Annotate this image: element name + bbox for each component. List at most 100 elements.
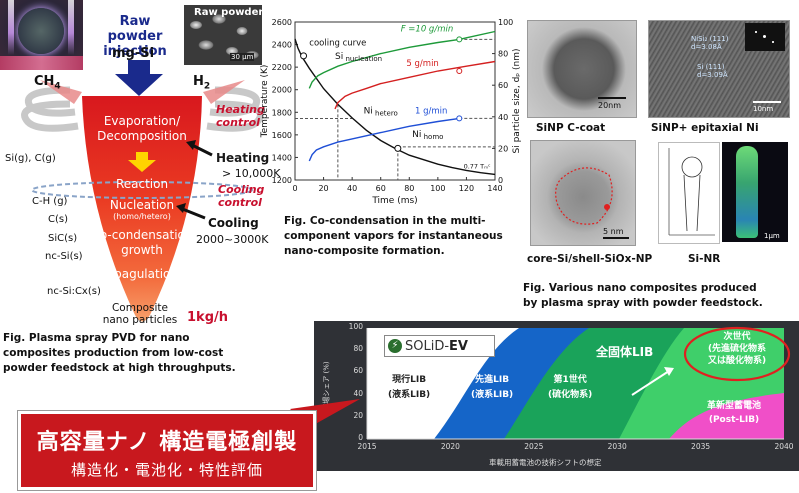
- x-tick-label: 2015: [357, 442, 377, 451]
- cooling-temp-label: 2000~3000K: [196, 233, 269, 246]
- all-solid-lib-label: 全固体LIB: [596, 345, 654, 359]
- y-tick-label: 100: [348, 322, 363, 331]
- tem-label: SiNP+ epitaxial Ni: [651, 122, 759, 134]
- x-tick-label: 40: [347, 184, 357, 193]
- title-banner: 高容量ナノ 構造電極創製 構造化・電池化・特性評価: [17, 410, 317, 491]
- nucleation-marker: [300, 52, 308, 60]
- region-label-advanced-lib: 先進LIB (液系LIB): [471, 375, 514, 400]
- species-label: nc-Si:Cx(s): [47, 286, 101, 297]
- tem-label: SiNP C-coat: [536, 122, 606, 134]
- h2-label: H2: [193, 74, 211, 92]
- region-label-gen1: 第1世代 (硫化物系): [548, 375, 593, 400]
- tem-label: core-Si/shell-SiOx-NP: [527, 253, 653, 265]
- scale-bar-label: 10nm: [753, 105, 774, 113]
- y2-tick-label: 0: [498, 176, 503, 185]
- lattice-label-nisi2: NiSi₂ (111) d=3.08Å: [691, 35, 729, 51]
- y-tick-label: 2600: [272, 18, 292, 27]
- y2-tick-label: 20: [498, 144, 508, 153]
- x-tick-label: 2020: [440, 442, 460, 451]
- tem-image-si-nr-map: 1μm: [722, 142, 788, 242]
- stage-evaporation: Evaporation/ Decomposition: [97, 114, 187, 143]
- y-tick-label: 80: [353, 344, 363, 354]
- region-label-post-lib: 革新型蓄電池 (Post-LIB): [706, 401, 761, 425]
- tem-image-sinp-ni: NiSi₂ (111) d=3.08Å Si (111) d=3.09Å 10n…: [648, 20, 790, 118]
- injection-arrow: [115, 60, 163, 96]
- x-tick-label: 2035: [691, 442, 711, 451]
- x-tick-label: 20: [318, 184, 328, 193]
- injection-title: Raw powder injection: [103, 14, 167, 59]
- y-tick-label: 2200: [272, 63, 292, 72]
- plasma-cone: [82, 96, 202, 322]
- x-tick-label: 2040: [774, 442, 794, 451]
- right-caption: Fig. Various nano composites produced by…: [523, 282, 763, 309]
- end-marker: [456, 67, 463, 74]
- y-tick-label: 0: [358, 433, 363, 442]
- heating-label: Heating: [216, 151, 270, 165]
- torch-coils: [21, 86, 264, 132]
- y-tick-label: 20: [353, 410, 363, 420]
- market-share-chart: ⚡ SOLiD-EV 市場シェア (%) 0 20 40 60 80 100 2015 20…: [314, 321, 799, 471]
- throughput-label: 1kg/h: [187, 310, 228, 325]
- homo-marker: [394, 144, 402, 152]
- species-label: C(s): [48, 214, 68, 225]
- scale-bar-label: 30 µm: [230, 53, 255, 61]
- x-axis-label: Time (ms): [371, 196, 417, 206]
- market-share-plot: [366, 326, 791, 440]
- cooling-arrow: [179, 206, 206, 220]
- bolt-icon: ⚡: [388, 339, 402, 353]
- stage-composite: Composite nano particles: [102, 302, 178, 326]
- si-nucleation-label: Si nucleation: [335, 52, 382, 63]
- scale-bar-label: 1μm: [764, 232, 780, 240]
- stage-nucleation-sub: (homo/hetero): [113, 212, 171, 221]
- plasma-torch-photo: [0, 0, 83, 70]
- cooling-control-label: Cooling control: [218, 183, 265, 209]
- tc-label: 0.77 Tₘᶜ: [464, 163, 491, 171]
- y-tick-label: 2000: [272, 86, 292, 95]
- tem-image-core-shell: 5 nm: [530, 140, 636, 246]
- x-tick-label: 120: [459, 184, 474, 193]
- x-tick-label: 0: [292, 184, 297, 193]
- f1-label: 1 g/min: [415, 107, 447, 117]
- banner-main-title: 高容量ナノ 構造電極創製: [36, 430, 298, 455]
- stage-reaction: Reaction: [115, 177, 169, 191]
- scale-bar-label: 20nm: [598, 101, 622, 110]
- tem-image-si-nr-diagram: [658, 142, 720, 244]
- solid-ev-logo: ⚡ SOLiD-EV: [384, 335, 495, 357]
- ch4-label: CH4: [34, 74, 61, 92]
- y-tick-label: 1200: [272, 176, 292, 185]
- series-line: [308, 117, 460, 162]
- ni-homo-label: Ni homo: [412, 130, 443, 141]
- y2-tick-label: 40: [498, 113, 508, 122]
- x-axis-label: 車載用蓄電池の技術シフトの想定: [489, 458, 602, 467]
- raw-powder-photo: Raw powder 30 µm: [184, 5, 263, 65]
- x-tick-label: 60: [376, 184, 386, 193]
- species-label: C-H (g): [32, 196, 68, 207]
- x-tick-label: 140: [487, 184, 502, 193]
- species-label: Si(g), C(g): [5, 153, 56, 164]
- middle-caption: Fig. Co-condensation in the multi- compo…: [284, 215, 503, 257]
- stage-co-condensation: Co-condensation growth: [91, 228, 193, 257]
- end-marker: [456, 115, 463, 122]
- ni-hetero-label: Ni hetero: [364, 106, 398, 117]
- y-tick-label: 2400: [272, 41, 292, 50]
- y2-tick-label: 100: [498, 18, 513, 27]
- y-tick-label: 1400: [272, 153, 292, 162]
- series-line: [334, 60, 496, 110]
- y2-tick-label: 60: [498, 81, 508, 90]
- plot-frame: [294, 21, 496, 181]
- x-tick-label: 100: [430, 184, 445, 193]
- x-tick-label: 80: [404, 184, 414, 193]
- y-tick-label: 1800: [272, 108, 292, 117]
- end-marker: [456, 36, 463, 43]
- y-tick-label: 1600: [272, 131, 292, 140]
- x-tick-label: 2030: [607, 442, 627, 451]
- y-tick-label: 40: [353, 388, 363, 398]
- y-axis-label: Temperature (K): [260, 65, 270, 139]
- x-tick-label: 2025: [524, 442, 544, 451]
- lattice-label-si: Si (111) d=3.09Å: [697, 63, 728, 79]
- region-label-current-lib: 現行LIB (液系LIB): [388, 375, 431, 400]
- banner-subtitle: 構造化・電池化・特性評価: [70, 461, 263, 479]
- heating-temp-label: > 10,000K: [222, 167, 281, 180]
- cooling-curve-label: cooling curve: [309, 39, 366, 49]
- series-line: [294, 38, 496, 176]
